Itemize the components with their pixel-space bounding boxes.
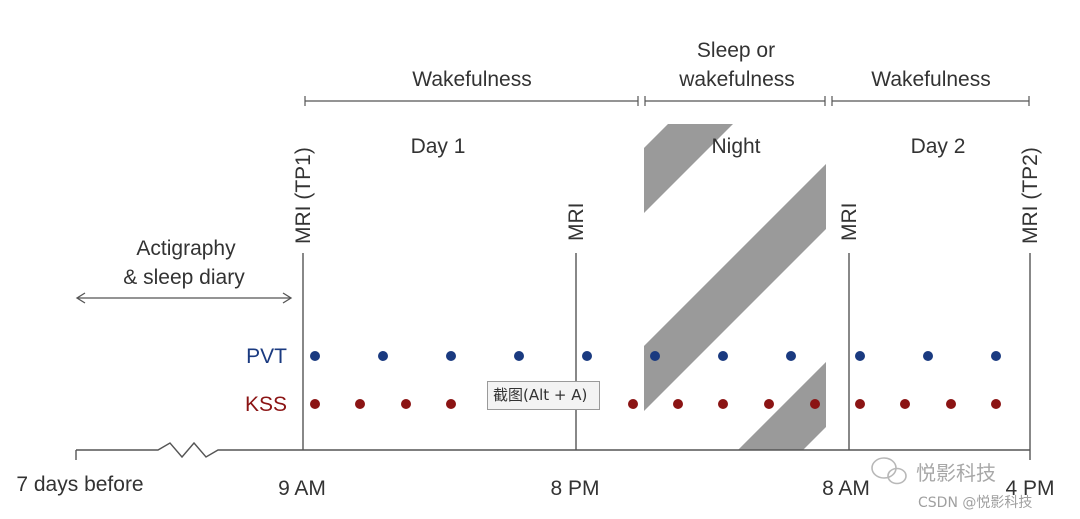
night-hatched-band xyxy=(644,124,826,450)
kss-dots xyxy=(310,399,1001,409)
pvt-dot xyxy=(582,351,592,361)
kss-dot xyxy=(355,399,365,409)
watermark-title: 悦影科技 xyxy=(916,461,996,485)
actigraphy-label-line1: Actigraphy xyxy=(136,237,236,260)
kss-dot xyxy=(991,399,1001,409)
timeline-axis xyxy=(75,441,1031,460)
pvt-dot xyxy=(650,351,660,361)
pvt-dot xyxy=(446,351,456,361)
actigraphy-double-arrow xyxy=(75,292,293,304)
kss-dot xyxy=(310,399,320,409)
pvt-dot xyxy=(310,351,320,361)
time-label-before: 7 days before xyxy=(16,473,143,496)
pvt-dot xyxy=(378,351,388,361)
phase-label-wakefulness-2: Wakefulness xyxy=(871,68,990,91)
time-label-9am: 9 AM xyxy=(278,477,326,500)
time-label-8pm: 8 PM xyxy=(550,477,599,500)
kss-dot xyxy=(810,399,820,409)
time-label-4pm: 4 PM xyxy=(1005,477,1054,500)
row-label-pvt: PVT xyxy=(246,345,287,368)
kss-dot xyxy=(718,399,728,409)
time-label-8am: 8 AM xyxy=(822,477,870,500)
mri-label-tp2: MRI (TP2) xyxy=(1019,147,1042,244)
wechat-icon xyxy=(871,457,907,485)
kss-dot xyxy=(946,399,956,409)
pvt-dots xyxy=(310,351,1001,361)
phase-bracket-wakefulness-1 xyxy=(304,96,639,106)
pvt-dot xyxy=(718,351,728,361)
kss-dot xyxy=(673,399,683,409)
mri-label-tp1: MRI (TP1) xyxy=(292,147,315,244)
pvt-dot xyxy=(923,351,933,361)
pvt-dot xyxy=(855,351,865,361)
phase-bracket-wakefulness-2 xyxy=(831,96,1030,106)
kss-dot xyxy=(900,399,910,409)
phase-label-sleep-line1: Sleep or xyxy=(697,39,775,62)
kss-dot xyxy=(446,399,456,409)
mri-label-8pm: MRI xyxy=(565,203,588,242)
phase-label-wakefulness-1: Wakefulness xyxy=(412,68,531,91)
screenshot-tooltip: 截图(Alt + A) xyxy=(487,381,600,410)
period-label-night: Night xyxy=(711,135,760,158)
pvt-dot xyxy=(786,351,796,361)
kss-dot xyxy=(401,399,411,409)
period-label-day2: Day 2 xyxy=(911,135,966,158)
kss-dot xyxy=(764,399,774,409)
kss-dot xyxy=(855,399,865,409)
kss-dot xyxy=(628,399,638,409)
actigraphy-label-line2: & sleep diary xyxy=(123,266,245,289)
mri-label-8am: MRI xyxy=(838,203,861,242)
phase-label-sleep-line2: wakefulness xyxy=(678,68,795,91)
pvt-dot xyxy=(991,351,1001,361)
watermark-csdn: CSDN @悦影科技 xyxy=(918,495,1032,511)
row-label-kss: KSS xyxy=(245,393,287,416)
pvt-dot xyxy=(514,351,524,361)
period-label-day1: Day 1 xyxy=(411,135,466,158)
phase-bracket-sleep xyxy=(644,96,826,106)
